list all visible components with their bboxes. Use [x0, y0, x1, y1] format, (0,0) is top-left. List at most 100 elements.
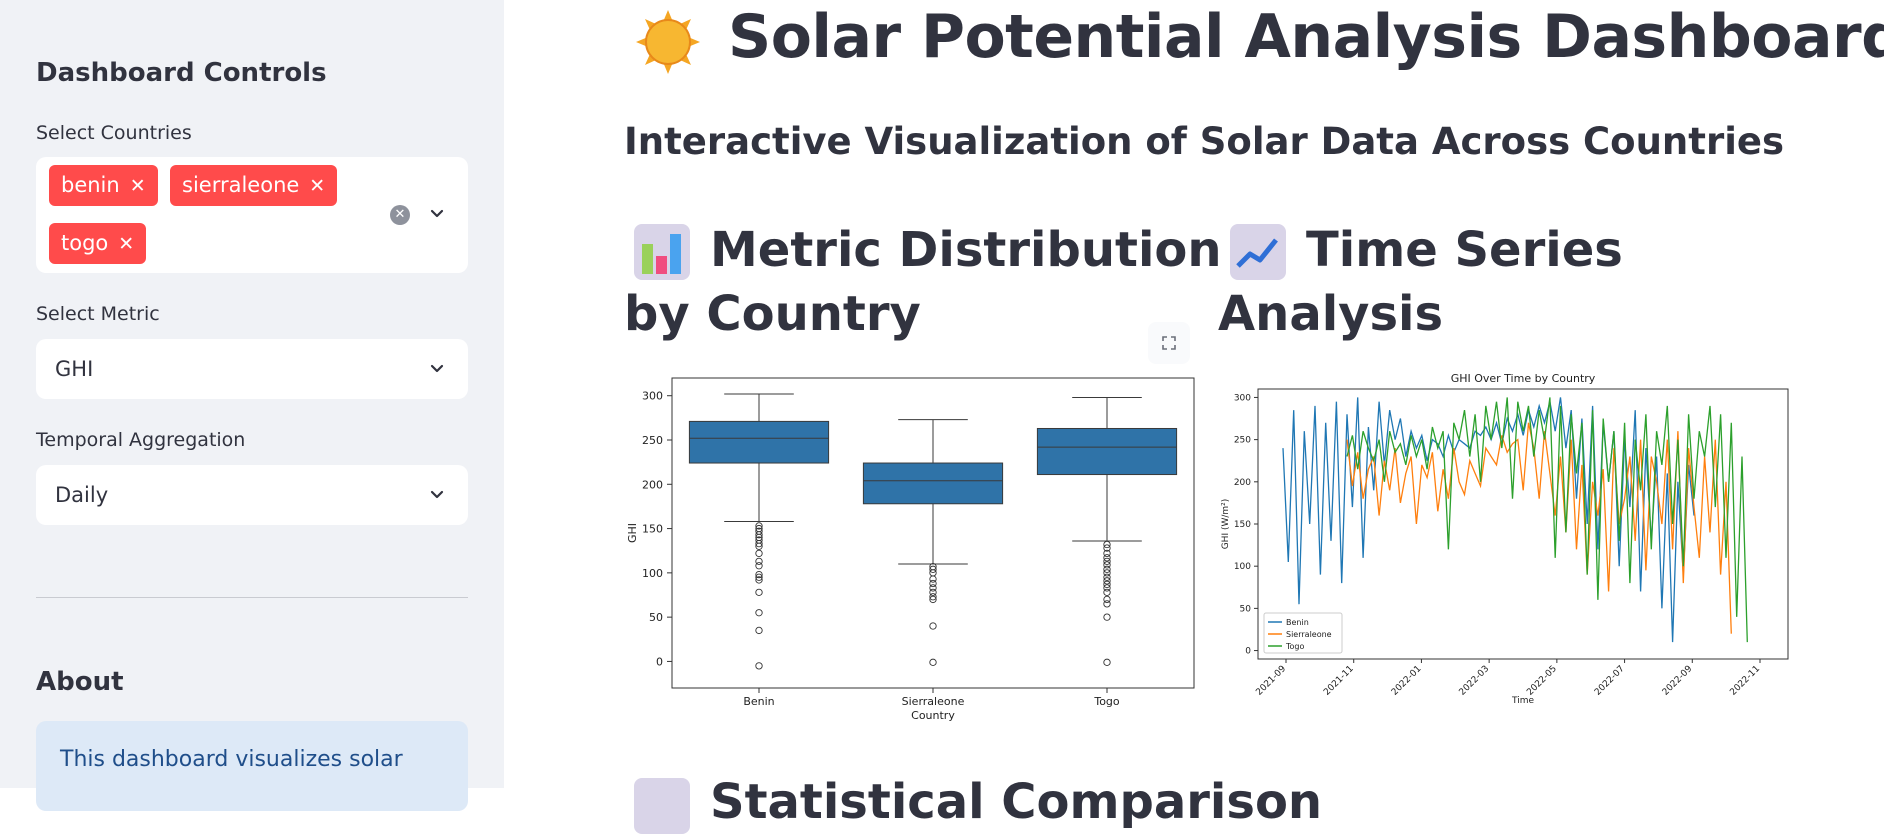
chip-label: togo: [61, 231, 109, 255]
boxplot-chart: 0 50 100 150 200 250 300 GHI Benin Sierraleone Tog…: [626, 377, 1195, 722]
outlier-point: [1103, 554, 1111, 562]
sun-icon: [636, 10, 700, 74]
x-tick-label: 2021-09: [1254, 664, 1288, 698]
legend-label: Togo: [1285, 642, 1305, 651]
chevron-down-icon[interactable]: [429, 206, 445, 222]
outlier-point: [755, 557, 763, 565]
outlier-point: [755, 573, 763, 581]
remove-icon[interactable]: ✕: [129, 175, 146, 197]
series-line-togo: [1346, 397, 1748, 643]
outlier-point: [929, 565, 937, 573]
y-axis-label: GHI (W/m²): [1221, 499, 1231, 550]
outlier-point: [1103, 613, 1111, 621]
outlier-point: [1103, 565, 1111, 573]
y-tick-label: 250: [1234, 436, 1251, 446]
legend-box: [1263, 612, 1343, 654]
about-text: This dashboard visualizes solar: [60, 747, 403, 772]
y-tick-label: 150: [1234, 520, 1251, 530]
y-tick-label: 0: [656, 655, 663, 668]
y-tick-label: 300: [642, 390, 663, 403]
chip-benin[interactable]: benin ✕: [49, 165, 158, 206]
sidebar-divider: [36, 597, 468, 598]
chevron-down-icon[interactable]: [429, 487, 445, 503]
box-sierraleone: [862, 462, 1004, 505]
aggregation-label: Temporal Aggregation: [36, 429, 246, 451]
outlier-point: [755, 576, 763, 584]
outlier-point: [1103, 588, 1111, 596]
y-axis-label: GHI: [626, 523, 639, 543]
sidebar-title: Dashboard Controls: [36, 58, 327, 88]
outlier-point: [929, 658, 937, 666]
y-tick-label: 150: [642, 523, 663, 536]
timeseries-chart: GHI Over Time by Country 0 50 100 150 200 250 3…: [1221, 372, 1789, 706]
x-tick-label: 2022-07: [1593, 664, 1627, 698]
outlier-point: [1103, 577, 1111, 585]
outlier-point: [755, 522, 763, 530]
x-tick-label: 2021-11: [1322, 664, 1356, 698]
series-line-sierraleone: [1346, 422, 1732, 634]
y-tick-label: 50: [1240, 604, 1252, 614]
clear-all-icon[interactable]: ✕: [390, 205, 410, 225]
legend-label: Benin: [1286, 618, 1309, 627]
chart-title: GHI Over Time by Country: [1451, 372, 1596, 385]
page-title: Solar Potential Analysis Dashboard: [728, 2, 1884, 72]
clipboard-icon: [634, 778, 690, 834]
x-tick-label: 2022-03: [1458, 664, 1492, 698]
section-distribution-line2: by Country: [624, 286, 921, 342]
remove-icon[interactable]: ✕: [118, 233, 135, 255]
outlier-point: [929, 575, 937, 583]
section-timeseries-line2: Analysis: [1218, 286, 1444, 342]
aggregation-select[interactable]: Daily: [36, 465, 468, 525]
chip-sierraleone[interactable]: sierraleone ✕: [170, 165, 338, 206]
outlier-point: [1103, 561, 1111, 569]
y-tick-label: 50: [649, 611, 663, 624]
metric-label: Select Metric: [36, 303, 160, 325]
outlier-point: [1103, 549, 1111, 558]
chip-label: benin: [61, 173, 120, 197]
outlier-point: [755, 542, 763, 550]
section-statistics: Statistical Comparison: [710, 774, 1323, 830]
x-tick-label: Sierraleone: [902, 695, 965, 708]
section-timeseries-line1: Time Series: [1306, 222, 1623, 278]
trend-chart-icon: [1230, 224, 1286, 280]
outlier-point: [755, 562, 763, 570]
outlier-point: [755, 539, 763, 548]
outlier-point: [929, 584, 937, 592]
outlier-point: [929, 595, 937, 604]
sidebar: Dashboard Controls Select Countries beni…: [0, 0, 504, 811]
y-tick-label: 0: [1245, 647, 1251, 657]
outlier-point: [755, 662, 763, 670]
outlier-point: [1103, 584, 1111, 592]
fullscreen-button[interactable]: [1148, 322, 1190, 364]
about-title: About: [36, 667, 124, 697]
outlier-point: [755, 609, 763, 617]
metric-select[interactable]: GHI: [36, 339, 468, 399]
chip-togo[interactable]: togo ✕: [49, 223, 147, 264]
outlier-point: [929, 588, 937, 596]
expand-icon: [1162, 336, 1176, 350]
metric-value: GHI: [55, 357, 94, 381]
page-subtitle: Interactive Visualization of Solar Data …: [624, 120, 1784, 163]
section-distribution-line1: Metric Distribution: [710, 222, 1222, 278]
chip-label: sierraleone: [182, 173, 300, 197]
bar-chart-icon: [634, 224, 690, 280]
outlier-point: [755, 588, 763, 596]
outlier-point: [1103, 600, 1111, 608]
y-tick-label: 100: [1234, 562, 1251, 572]
box-benin: [688, 420, 830, 464]
outlier-point: [1103, 580, 1111, 589]
y-tick-label: 300: [1234, 393, 1251, 403]
outlier-point: [1103, 557, 1111, 565]
x-axis-label: Country: [911, 709, 955, 722]
x-tick-label: 2022-11: [1728, 664, 1762, 698]
y-tick-label: 250: [642, 434, 663, 447]
chevron-down-icon[interactable]: [429, 361, 445, 377]
x-tick-label: 2022-05: [1525, 664, 1559, 698]
outlier-point: [1103, 658, 1111, 666]
outlier-point: [1103, 595, 1111, 604]
x-tick-label: Togo: [1093, 695, 1120, 708]
x-tick-label: Benin: [743, 695, 774, 708]
remove-icon[interactable]: ✕: [309, 175, 326, 197]
outlier-point: [929, 622, 937, 630]
outlier-point: [1103, 540, 1111, 549]
